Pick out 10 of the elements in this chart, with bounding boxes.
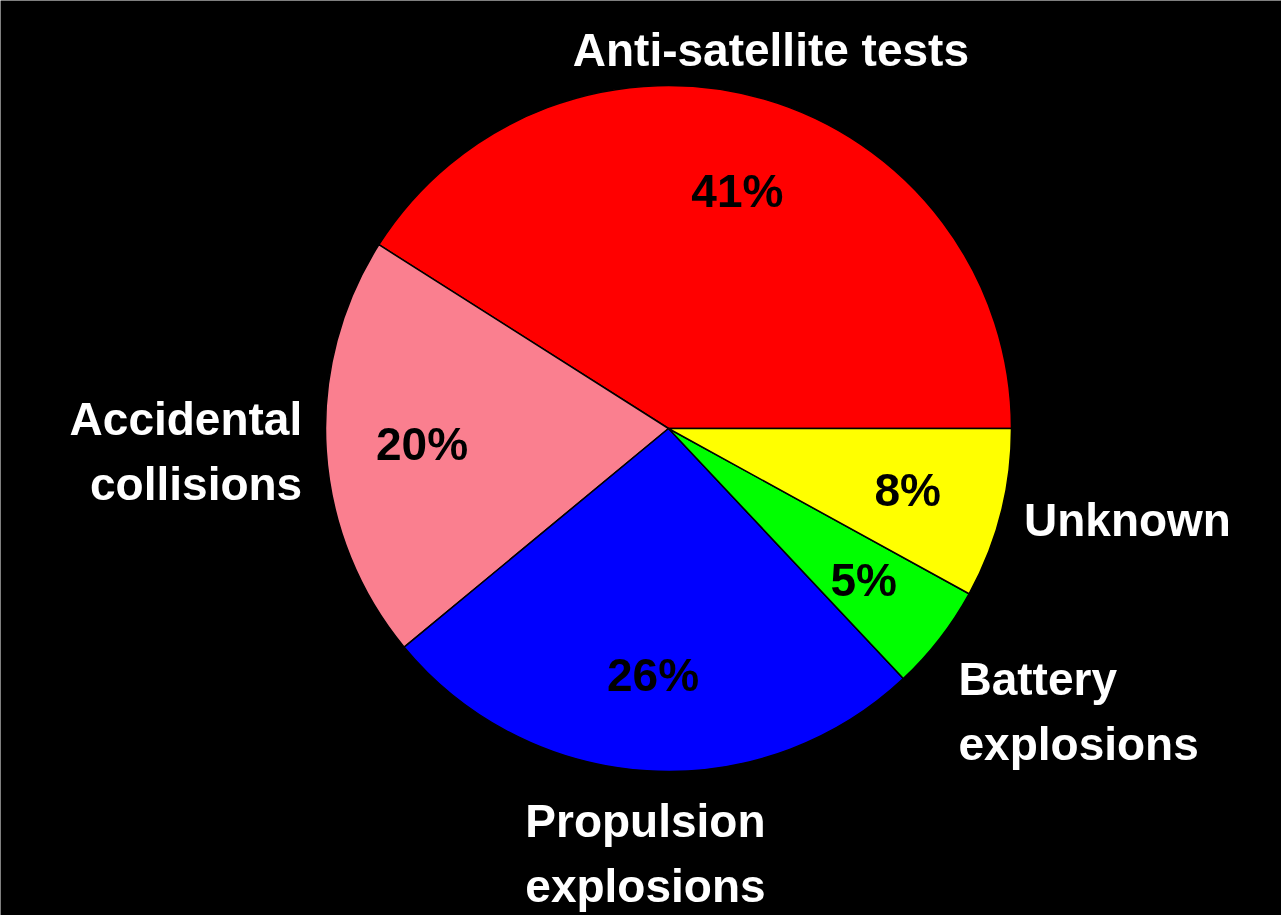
data-label: 5% bbox=[830, 553, 897, 606]
slice-label: Anti-satellite tests bbox=[572, 24, 970, 77]
slice-label: Unknown bbox=[1023, 493, 1231, 546]
data-label: 20% bbox=[375, 418, 469, 471]
data-label: 41% bbox=[691, 165, 784, 218]
slice-label: Propulsion explosions bbox=[525, 794, 766, 912]
slice-label: Battery explosions bbox=[958, 653, 1199, 771]
data-label: 26% bbox=[606, 648, 700, 701]
slice-label: Accidental collisions bbox=[69, 393, 303, 511]
data-label: 8% bbox=[874, 463, 941, 516]
